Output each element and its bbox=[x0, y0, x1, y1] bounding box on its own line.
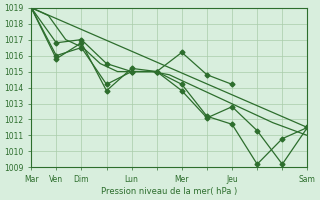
X-axis label: Pression niveau de la mer( hPa ): Pression niveau de la mer( hPa ) bbox=[101, 187, 237, 196]
